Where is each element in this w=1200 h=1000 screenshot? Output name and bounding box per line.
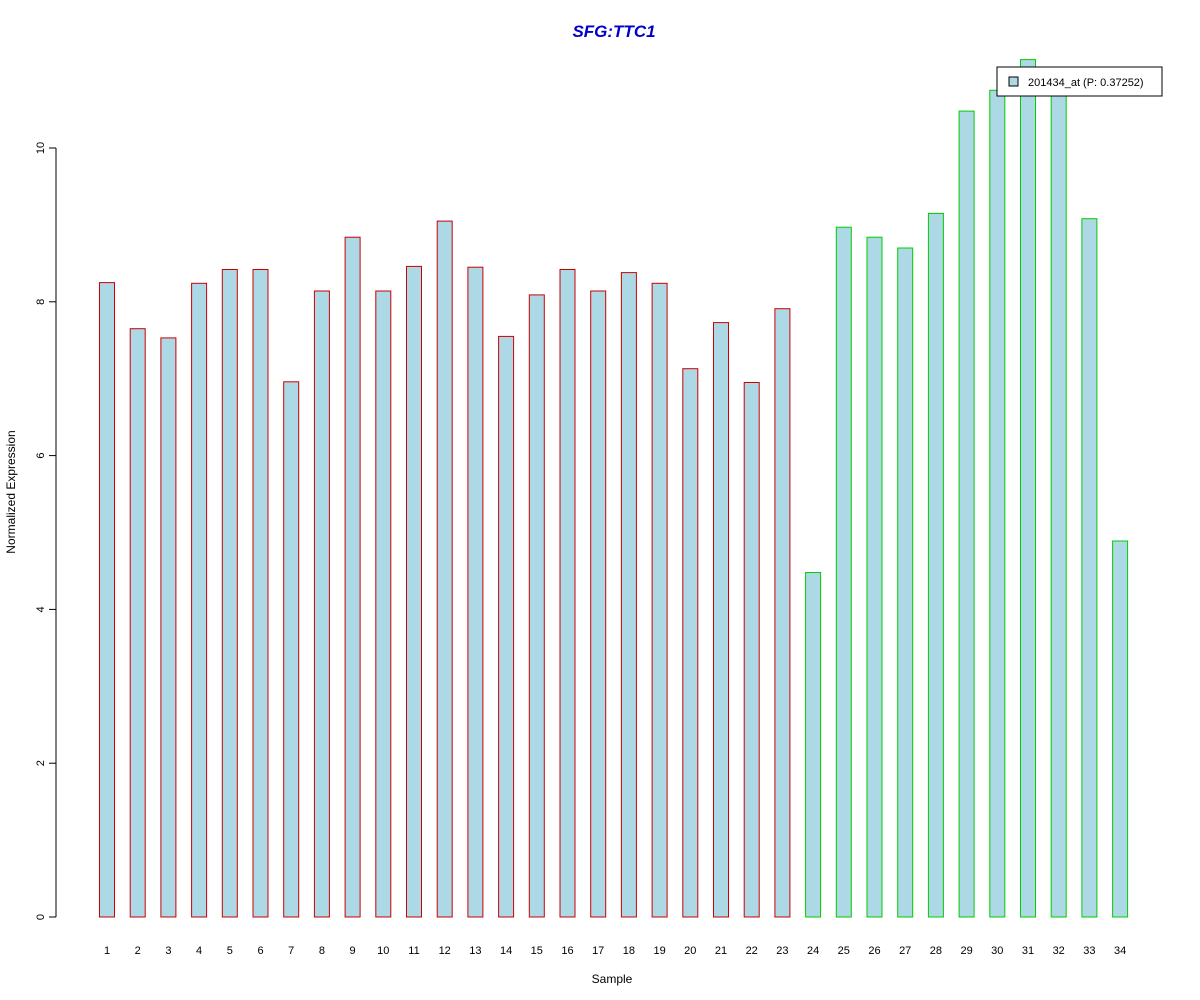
x-axis-title: Sample <box>592 972 633 986</box>
x-tick-label: 8 <box>319 945 325 957</box>
bar-sample-32 <box>1050 78 1067 918</box>
bar-sample-1 <box>99 282 115 918</box>
x-tick-label: 11 <box>408 945 419 957</box>
x-tick-label: 4 <box>196 945 202 957</box>
bar-sample-16 <box>559 269 576 918</box>
x-tick-label: 18 <box>623 945 635 957</box>
bar-sample-21 <box>713 322 729 918</box>
x-tick-label: 13 <box>469 945 481 957</box>
x-tick-label: 22 <box>746 945 758 957</box>
x-tick-label: 9 <box>350 945 356 957</box>
x-tick-label: 1 <box>104 945 110 957</box>
bar-sample-9 <box>344 236 361 918</box>
x-tick-label: 20 <box>684 945 696 957</box>
bar-sample-29 <box>958 110 975 918</box>
bar-sample-31 <box>1020 59 1036 918</box>
bar-sample-26 <box>866 236 883 918</box>
bar-sample-14 <box>498 335 515 918</box>
legend-swatch <box>1008 76 1019 87</box>
x-tick-label: 33 <box>1083 945 1095 957</box>
bars <box>99 59 1129 918</box>
x-tick-label: 30 <box>991 945 1003 957</box>
bar-sample-22 <box>743 382 760 918</box>
bar-sample-13 <box>467 266 484 918</box>
x-tick-label: 27 <box>899 945 911 957</box>
bar-sample-28 <box>927 212 944 918</box>
bar-sample-33 <box>1081 218 1098 918</box>
x-tick-label: 23 <box>776 945 788 957</box>
bar-sample-4 <box>191 282 208 918</box>
bar-sample-6 <box>252 269 269 918</box>
x-tick-label: 24 <box>807 945 819 957</box>
y-tick-label: 4 <box>35 606 47 612</box>
bar-sample-17 <box>590 290 607 918</box>
y-axis-title: Normalized Expression <box>4 430 18 553</box>
bar-sample-27 <box>897 247 914 918</box>
x-tick-label: 15 <box>531 945 543 957</box>
bar-sample-5 <box>221 269 238 918</box>
bar-sample-10 <box>375 290 392 918</box>
bar-sample-7 <box>283 381 300 918</box>
bar-sample-30 <box>989 89 1006 918</box>
x-tick-label: 5 <box>227 945 233 957</box>
x-tick-label: 14 <box>500 945 512 957</box>
bar-sample-8 <box>313 290 330 918</box>
x-tick-label: 28 <box>930 945 942 957</box>
bar-sample-34 <box>1112 540 1129 918</box>
legend-box <box>996 66 1163 97</box>
y-tick-label: 0 <box>35 914 47 920</box>
bar-sample-20 <box>682 368 699 918</box>
bar-sample-15 <box>528 294 545 918</box>
bar-sample-18 <box>620 272 637 918</box>
legend: 201434_at (P: 0.37252) <box>996 66 1163 97</box>
chart-title: SFG:TTC1 <box>572 22 655 41</box>
bar-sample-2 <box>129 328 146 918</box>
x-tick-label: 12 <box>439 945 451 957</box>
y-axis: 0 2 4 6 8 10 <box>35 142 57 920</box>
bar-sample-19 <box>651 282 668 918</box>
bar-sample-11 <box>406 265 422 918</box>
legend-label: 201434_at (P: 0.37252) <box>1028 77 1144 89</box>
bar-sample-24 <box>805 572 822 918</box>
x-tick-label: 26 <box>868 945 880 957</box>
x-axis-labels: 1 2 3 4 5 6 7 8 9 10 11 12 13 14 15 16 17 18 19 20 21 22 23 24 2… <box>104 945 1126 957</box>
x-tick-label: 32 <box>1053 945 1065 957</box>
bar-sample-23 <box>774 308 791 918</box>
y-tick-label: 10 <box>35 142 47 154</box>
x-tick-label: 10 <box>377 945 389 957</box>
x-tick-label: 7 <box>288 945 294 957</box>
y-tick-label: 8 <box>35 299 47 305</box>
x-tick-label: 21 <box>715 945 727 957</box>
x-tick-label: 19 <box>653 945 665 957</box>
y-tick-label: 2 <box>35 760 47 766</box>
y-tick-label: 6 <box>35 453 47 459</box>
x-tick-label: 17 <box>592 945 604 957</box>
bar-sample-3 <box>160 337 177 918</box>
x-tick-label: 34 <box>1114 945 1126 957</box>
x-tick-label: 25 <box>838 945 850 957</box>
x-tick-label: 31 <box>1022 945 1034 957</box>
x-tick-label: 6 <box>257 945 263 957</box>
bar-sample-12 <box>436 220 453 918</box>
x-tick-label: 2 <box>135 945 141 957</box>
x-tick-label: 3 <box>165 945 171 957</box>
x-tick-label: 16 <box>561 945 573 957</box>
bar-sample-25 <box>835 226 852 918</box>
x-tick-label: 29 <box>960 945 972 957</box>
